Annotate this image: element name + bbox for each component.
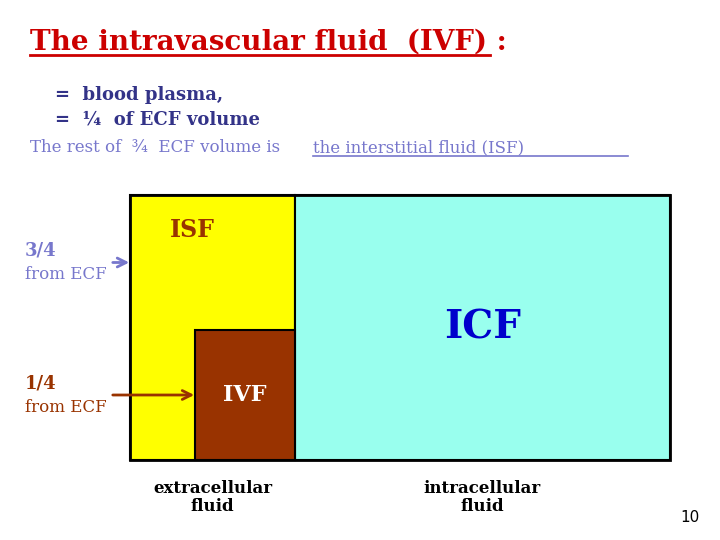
Text: fluid: fluid [461,498,504,515]
Text: 3/4: 3/4 [25,241,57,260]
Text: ICF: ICF [444,308,521,347]
Text: 10: 10 [680,510,700,525]
Text: =  ¼  of ECF volume: = ¼ of ECF volume [55,111,260,129]
Text: =  blood plasma,: = blood plasma, [55,86,223,104]
Bar [195,330,295,460]
Text: IVF: IVF [223,384,266,406]
Bar [130,195,295,460]
Text: The intravascular fluid  (IVF) :: The intravascular fluid (IVF) : [30,29,507,56]
Text: from ECF: from ECF [25,266,107,283]
Bar [295,195,670,460]
Text: ISF: ISF [170,218,215,242]
Text: from ECF: from ECF [25,399,107,415]
Text: 1/4: 1/4 [25,374,57,392]
Text: fluid: fluid [191,498,234,515]
Bar [130,195,670,460]
Text: extracellular: extracellular [153,480,272,497]
Text: the interstitial fluid (ISF): the interstitial fluid (ISF) [313,139,524,157]
Text: intracellular: intracellular [424,480,541,497]
Text: The rest of  ¾  ECF volume is: The rest of ¾ ECF volume is [30,139,285,157]
